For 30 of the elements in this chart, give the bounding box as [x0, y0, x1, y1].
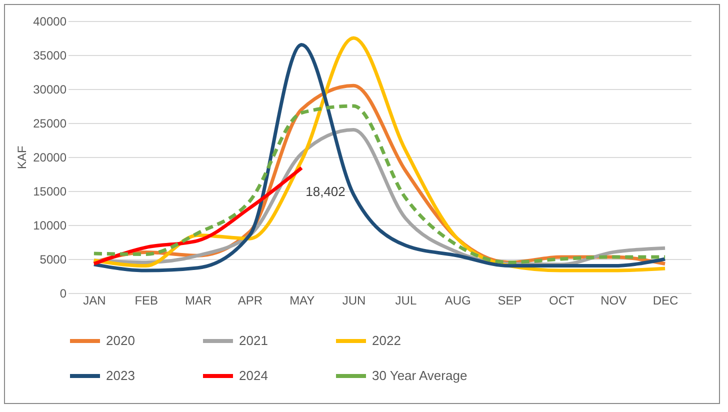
y-tick-label: 5000: [40, 252, 67, 266]
x-tick-label: AUG: [444, 294, 471, 308]
legend-label: 30 Year Average: [372, 368, 468, 383]
legend-label: 2022: [372, 333, 401, 348]
x-tick-label: DEC: [652, 294, 679, 308]
line-series: [92, 166, 304, 266]
legend-label: 2021: [239, 333, 268, 348]
x-tick-label: JUL: [395, 294, 417, 308]
y-axis-title: KAF: [15, 146, 30, 170]
legend-label: 2020: [106, 333, 135, 348]
x-tick-label: JAN: [83, 294, 106, 308]
x-tick-label: NOV: [600, 294, 627, 308]
y-tick-label: 40000: [33, 14, 67, 28]
y-tick-label: 20000: [33, 150, 67, 164]
y-tick-label: 30000: [33, 82, 67, 96]
x-tick-label: OCT: [549, 294, 576, 308]
legend-label: 2023: [106, 368, 135, 383]
y-tick-label: 35000: [33, 48, 67, 62]
y-tick-label: 25000: [33, 116, 67, 130]
x-tick-label: APR: [238, 294, 263, 308]
x-tick-label: MAY: [290, 294, 315, 308]
legend-label: 2024: [239, 368, 268, 383]
y-tick-label: 0: [60, 286, 67, 300]
x-tick-label: MAR: [184, 294, 212, 308]
data-label: 18,402: [306, 184, 346, 199]
y-tick-label: 15000: [33, 184, 67, 198]
x-tick-label: JUN: [342, 294, 366, 308]
x-tick-label: SEP: [498, 294, 522, 308]
x-tick-label: FEB: [134, 294, 158, 308]
y-tick-label: 10000: [33, 218, 67, 232]
